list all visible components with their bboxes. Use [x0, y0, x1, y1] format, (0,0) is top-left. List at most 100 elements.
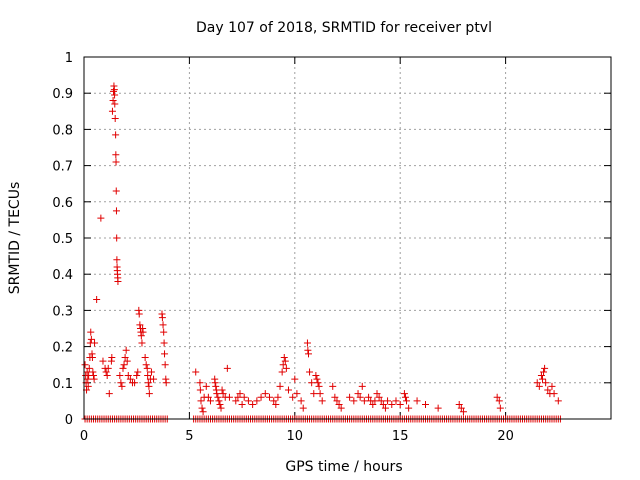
data-point: [122, 346, 130, 354]
data-point: [315, 382, 323, 390]
data-point: [350, 397, 358, 405]
data-point: [373, 390, 381, 398]
y-tick-label: 0.5: [52, 232, 73, 247]
data-point: [281, 357, 289, 365]
data-point: [365, 393, 373, 401]
data-point: [124, 372, 132, 380]
data-point: [356, 393, 364, 401]
data-point: [257, 393, 265, 401]
data-point: [369, 401, 377, 409]
data-point: [102, 368, 110, 376]
data-point: [111, 115, 119, 123]
data-point: [244, 397, 252, 405]
data-point: [457, 404, 465, 412]
data-point: [112, 131, 120, 139]
data-point: [133, 372, 141, 380]
data-point: [354, 390, 362, 398]
data-point: [206, 397, 214, 405]
data-point: [113, 256, 121, 264]
data-point: [253, 397, 261, 405]
data-point: [144, 379, 152, 387]
data-point: [81, 361, 89, 369]
data-point: [93, 296, 101, 304]
data-series-srmtid: [81, 82, 564, 423]
y-tick-label: 0.8: [52, 123, 73, 138]
data-point: [214, 393, 222, 401]
data-point: [202, 382, 210, 390]
data-point: [87, 335, 95, 343]
data-point: [377, 397, 385, 405]
data-point: [280, 353, 288, 361]
data-point: [108, 107, 116, 115]
y-tick-label: 0: [65, 413, 73, 428]
data-point: [87, 328, 95, 336]
data-point: [306, 368, 314, 376]
data-point: [111, 100, 119, 108]
y-tick-label: 0.6: [52, 196, 73, 211]
data-point: [213, 390, 221, 398]
data-point: [541, 364, 549, 372]
data-point: [276, 382, 284, 390]
data-point: [346, 393, 354, 401]
data-point: [147, 368, 155, 376]
data-point: [305, 350, 313, 358]
data-point: [261, 390, 269, 398]
data-point: [533, 379, 541, 387]
data-point: [142, 361, 150, 369]
data-point: [104, 364, 112, 372]
data-point: [143, 364, 151, 372]
data-point: [90, 375, 98, 383]
data-point: [550, 390, 558, 398]
data-point: [99, 357, 107, 365]
data-point: [371, 397, 379, 405]
data-point: [108, 353, 116, 361]
data-point: [379, 401, 387, 409]
data-point: [217, 404, 225, 412]
data-point: [308, 379, 316, 387]
data-point: [554, 397, 562, 405]
data-point: [160, 339, 168, 347]
data-point: [111, 91, 119, 99]
data-point: [161, 361, 169, 369]
data-point: [89, 368, 97, 376]
data-point: [223, 364, 231, 372]
data-point: [211, 379, 219, 387]
chart-title: Day 107 of 2018, SRMTID for receiver ptv…: [196, 20, 492, 36]
data-point: [126, 375, 134, 383]
data-point: [120, 361, 128, 369]
data-point: [85, 364, 93, 372]
data-point: [117, 379, 125, 387]
data-point: [159, 321, 167, 329]
data-point: [197, 397, 205, 405]
data-point: [215, 397, 223, 405]
data-point: [459, 408, 467, 416]
y-tick-labels: 0 0.1 0.2 0.3 0.4 0.5 0.6 0.7 0.8 0.9 1: [52, 51, 73, 428]
data-point: [138, 339, 146, 347]
data-point: [199, 408, 207, 416]
data-point: [495, 397, 503, 405]
y-tick-label: 0.3: [52, 304, 73, 319]
y-tick-label: 0.9: [52, 87, 73, 102]
data-point: [160, 328, 168, 336]
data-point: [225, 393, 233, 401]
data-point: [236, 390, 244, 398]
data-point: [103, 372, 111, 380]
data-point: [303, 339, 311, 347]
data-point: [396, 401, 404, 409]
data-point: [84, 375, 92, 383]
data-point: [150, 375, 158, 383]
data-point: [360, 397, 368, 405]
data-point: [282, 364, 290, 372]
data-point: [158, 314, 166, 322]
data-point: [375, 393, 383, 401]
data-point: [119, 364, 127, 372]
data-point: [540, 368, 548, 376]
data-point: [192, 368, 200, 376]
data-point: [496, 404, 504, 412]
y-tick-label: 0.1: [52, 377, 73, 392]
data-point: [97, 214, 105, 222]
data-point: [112, 151, 120, 159]
data-point: [161, 350, 169, 358]
data-point: [91, 339, 99, 347]
data-point: [318, 397, 326, 405]
